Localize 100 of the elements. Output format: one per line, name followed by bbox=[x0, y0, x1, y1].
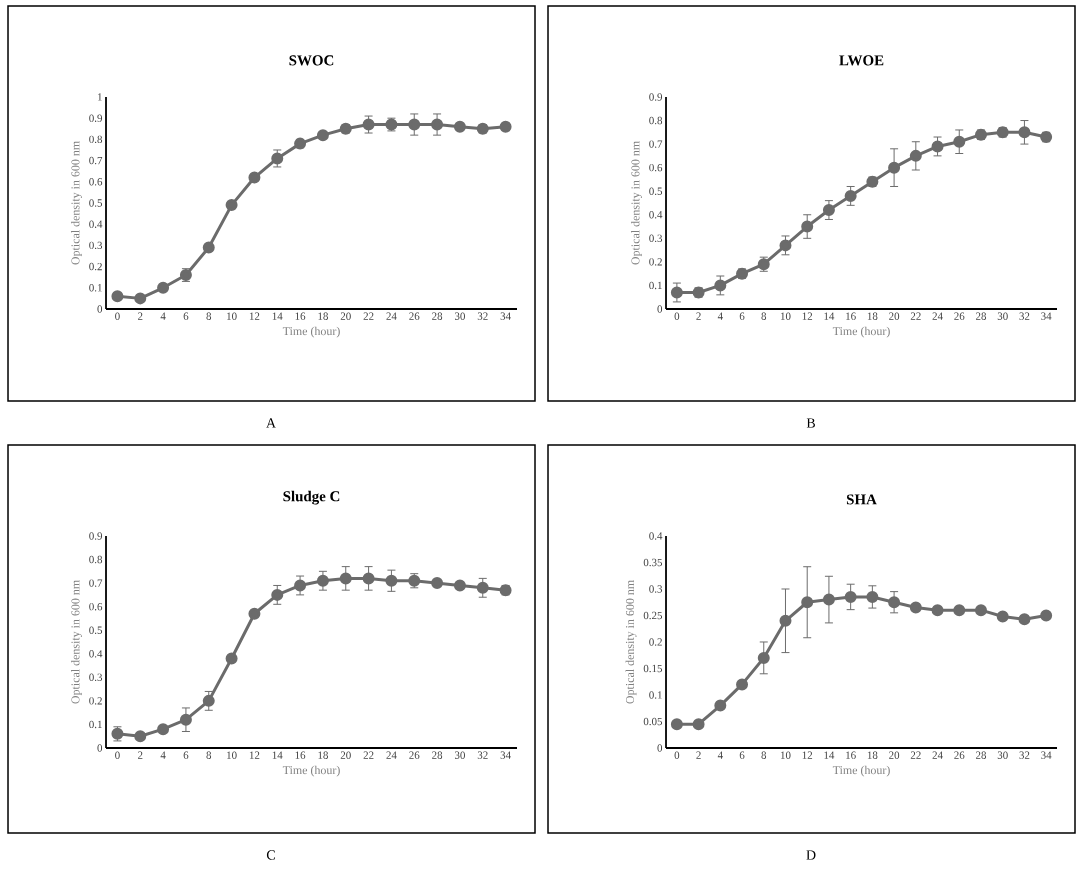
y-tick-label: 0.7 bbox=[649, 140, 663, 148]
point bbox=[476, 581, 489, 594]
x-tick-label: 6 bbox=[183, 312, 189, 320]
y-tick-label: 1 bbox=[97, 93, 102, 101]
point bbox=[822, 593, 835, 606]
x-axis-title: Time (hour) bbox=[832, 326, 890, 338]
text: A bbox=[266, 418, 276, 428]
x-tick-label: 8 bbox=[761, 751, 767, 759]
y-tick-label: 0.1 bbox=[649, 691, 662, 699]
y-tick-label: 0.5 bbox=[89, 199, 103, 207]
chart-title: LWOE bbox=[839, 55, 884, 66]
point bbox=[801, 596, 814, 609]
point bbox=[134, 730, 147, 743]
point bbox=[670, 286, 683, 299]
point bbox=[271, 588, 284, 601]
x-axis-title: Time (hour) bbox=[832, 765, 890, 777]
y-tick-label: 0.1 bbox=[649, 281, 662, 290]
x-tick-label: 16 bbox=[295, 312, 306, 320]
y-tick-label: 0.1 bbox=[89, 720, 102, 729]
point bbox=[202, 241, 215, 254]
x-tick-label: 4 bbox=[717, 312, 723, 320]
point bbox=[362, 572, 375, 585]
x-tick-label: 0 bbox=[674, 751, 680, 759]
x-tick-label: 2 bbox=[696, 751, 701, 759]
x-tick-label: 22 bbox=[910, 751, 921, 759]
x-tick-label: 10 bbox=[780, 751, 791, 759]
x-tick-label: 26 bbox=[954, 312, 965, 320]
x-tick-label: 30 bbox=[997, 312, 1008, 320]
point bbox=[692, 718, 705, 731]
x-tick-label: 32 bbox=[1019, 751, 1030, 759]
point bbox=[225, 199, 238, 212]
y-axis-title: Optical density in 600 nm bbox=[631, 141, 642, 265]
x-tick-label: 14 bbox=[824, 751, 835, 759]
y-tick-label: 0.15 bbox=[643, 664, 663, 673]
x-tick-label: 8 bbox=[206, 312, 212, 320]
point bbox=[909, 601, 922, 614]
y-tick-label: 0.8 bbox=[89, 555, 103, 564]
point bbox=[316, 129, 329, 142]
x-tick-label: 4 bbox=[160, 751, 166, 759]
x-tick-label: 14 bbox=[272, 751, 283, 759]
y-tick-label: 0.7 bbox=[89, 579, 103, 587]
y-tick-label: 0.8 bbox=[649, 116, 663, 125]
x-tick-label: 6 bbox=[739, 312, 745, 320]
point bbox=[844, 590, 857, 603]
x-tick-label: 0 bbox=[115, 751, 120, 759]
x-tick-label: 24 bbox=[932, 751, 943, 759]
y-tick-label: 0.9 bbox=[89, 114, 103, 122]
y-tick-label: 0.6 bbox=[89, 602, 103, 611]
text: C bbox=[266, 850, 275, 860]
y-tick-label: 0.4 bbox=[649, 211, 663, 219]
x-tick-label: 26 bbox=[954, 751, 965, 759]
point bbox=[779, 614, 792, 627]
point bbox=[408, 118, 421, 131]
y-tick-label: 0.7 bbox=[89, 156, 103, 165]
point bbox=[339, 572, 352, 585]
text: D bbox=[806, 850, 816, 860]
y-tick-label: 0 bbox=[97, 744, 103, 752]
y-tick-label: 0.2 bbox=[649, 638, 662, 646]
x-tick-label: 14 bbox=[272, 312, 283, 320]
x-tick-label: 8 bbox=[206, 751, 212, 759]
x-tick-label: 30 bbox=[454, 312, 465, 320]
x-tick-label: 34 bbox=[500, 312, 511, 320]
x-tick-label: 2 bbox=[138, 751, 143, 759]
point bbox=[111, 290, 124, 303]
point bbox=[953, 135, 966, 148]
x-tick-label: 2 bbox=[138, 312, 143, 320]
point bbox=[453, 579, 466, 592]
point bbox=[931, 604, 944, 617]
x-tick-label: 6 bbox=[739, 751, 745, 759]
point bbox=[499, 120, 512, 133]
point bbox=[453, 120, 466, 133]
x-tick-label: 34 bbox=[1041, 751, 1052, 759]
x-axis-title: Time (hour) bbox=[282, 326, 340, 338]
y-tick-label: 0 bbox=[657, 305, 663, 313]
x-tick-label: 18 bbox=[318, 312, 328, 320]
chart-title: SHA bbox=[846, 494, 877, 505]
x-tick-label: 6 bbox=[183, 751, 189, 759]
point bbox=[866, 590, 879, 603]
point bbox=[1040, 609, 1053, 622]
point bbox=[822, 204, 835, 217]
x-tick-label: 24 bbox=[386, 312, 397, 320]
x-tick-label: 32 bbox=[477, 751, 488, 759]
y-tick-label: 0.4 bbox=[649, 532, 663, 540]
y-axis-title: Optical density in 600 nm bbox=[71, 141, 82, 265]
point bbox=[294, 579, 307, 592]
x-tick-label: 20 bbox=[340, 751, 351, 759]
point bbox=[888, 161, 901, 174]
point bbox=[157, 723, 170, 736]
x-tick-label: 12 bbox=[249, 312, 260, 320]
x-tick-label: 32 bbox=[477, 312, 488, 320]
y-axis-title: Optical density in 600 nm bbox=[71, 580, 82, 704]
x-tick-label: 24 bbox=[386, 751, 397, 759]
point bbox=[670, 718, 683, 731]
y-tick-label: 0.5 bbox=[649, 187, 663, 195]
y-tick-label: 0.1 bbox=[89, 284, 102, 292]
point bbox=[888, 596, 901, 609]
x-tick-label: 18 bbox=[867, 312, 878, 320]
y-tick-label: 0.9 bbox=[89, 532, 103, 540]
x-tick-label: 34 bbox=[500, 751, 511, 759]
y-tick-label: 0.6 bbox=[649, 163, 663, 172]
